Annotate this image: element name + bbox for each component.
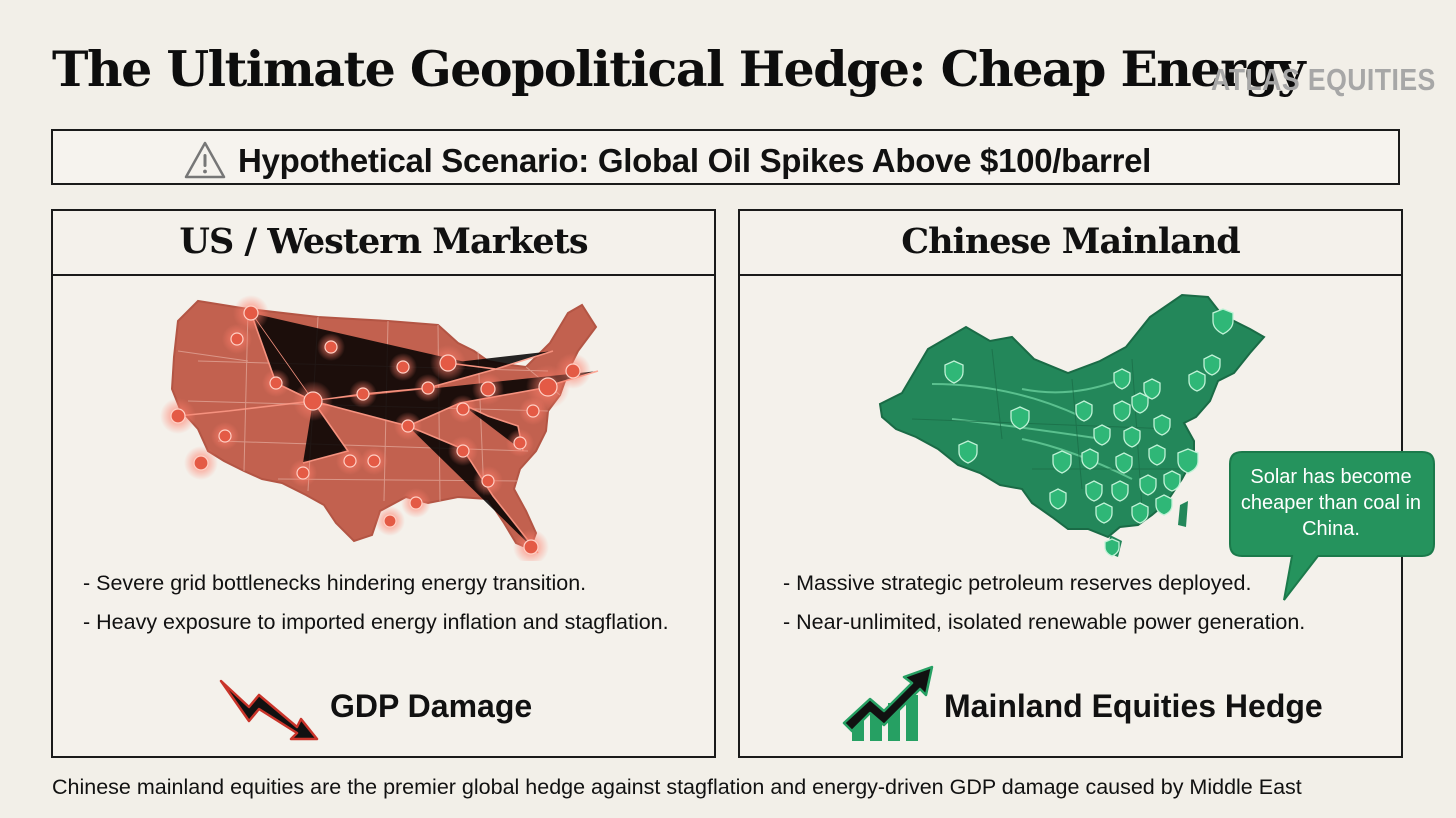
list-item: - Severe grid bottlenecks hindering ener…: [83, 571, 587, 595]
brand-logo: ATLAS EQUITIES: [1211, 62, 1436, 97]
us-map-illustration: [160, 295, 599, 561]
footer-caption: Chinese mainland equities are the premie…: [52, 775, 1302, 799]
scenario-text: Hypothetical Scenario: Global Oil Spikes…: [238, 142, 1152, 179]
list-item: - Massive strategic petroleum reserves d…: [783, 571, 1252, 595]
warning-triangle-icon: [184, 141, 226, 179]
gdp-damage-label: GDP Damage: [330, 688, 533, 724]
callout-text: Solar has become cheaper than coal in Ch…: [1240, 466, 1422, 540]
us-bullet-list: - Severe grid bottlenecks hindering ener…: [83, 571, 669, 649]
solar-callout-bubble: Solar has become cheaper than coal in Ch…: [1228, 450, 1436, 610]
panel-heading: US / Western Markets: [53, 211, 714, 276]
list-item: - Near-unlimited, isolated renewable pow…: [783, 610, 1306, 634]
scenario-banner: Hypothetical Scenario: Global Oil Spikes…: [51, 129, 1400, 185]
page-title: The Ultimate Geopolitical Hedge: Cheap E…: [52, 40, 1306, 98]
trend-down-arrow-icon: [219, 679, 319, 741]
us-western-markets-panel: US / Western Markets: [51, 209, 716, 758]
trend-up-chart-icon: [842, 665, 934, 741]
china-map-illustration: [878, 293, 1266, 557]
panel-heading: Chinese Mainland: [740, 211, 1401, 276]
china-bullet-list: - Massive strategic petroleum reserves d…: [783, 571, 1305, 649]
list-item: - Heavy exposure to imported energy infl…: [83, 610, 669, 634]
mainland-equities-hedge-label: Mainland Equities Hedge: [944, 688, 1323, 724]
